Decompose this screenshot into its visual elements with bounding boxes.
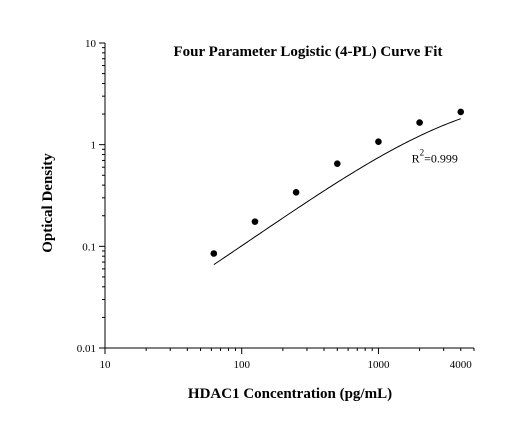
ticks: 10 100 1000 4000 0.01 0.1 1 10: [77, 38, 475, 371]
fit-curve-layer: [213, 118, 461, 266]
r-squared-base: R: [412, 151, 420, 165]
r-squared-value: =0.999: [424, 151, 458, 165]
data-point: [333, 160, 341, 167]
data-point: [375, 138, 382, 145]
axes: [104, 43, 474, 349]
y-tick-label: 0.01: [77, 343, 96, 355]
x-axis-label: HDAC1 Concentration (pg/mL): [188, 386, 392, 402]
x-tick-label: 100: [233, 359, 250, 371]
data-point: [292, 188, 300, 196]
y-tick-label: 1: [91, 140, 97, 152]
data-point: [457, 108, 465, 116]
data-point: [416, 119, 423, 126]
r-squared-sup: 2: [420, 147, 425, 157]
chart-title: Four Parameter Logistic (4-PL) Curve Fit: [174, 44, 443, 60]
r-squared-annotation: R2=0.999: [412, 147, 458, 165]
data-point: [210, 250, 218, 257]
y-tick-label: 0.1: [82, 241, 96, 253]
y-axis-label: Optical Density: [40, 153, 56, 253]
data-points-layer: [210, 108, 465, 257]
fit-curve: [213, 118, 461, 266]
x-tick-label: 4000: [450, 359, 473, 371]
y-tick-label: 10: [85, 38, 97, 50]
x-tick-label: 10: [100, 359, 112, 371]
x-tick-label: 1000: [367, 359, 390, 371]
data-point: [251, 218, 259, 225]
